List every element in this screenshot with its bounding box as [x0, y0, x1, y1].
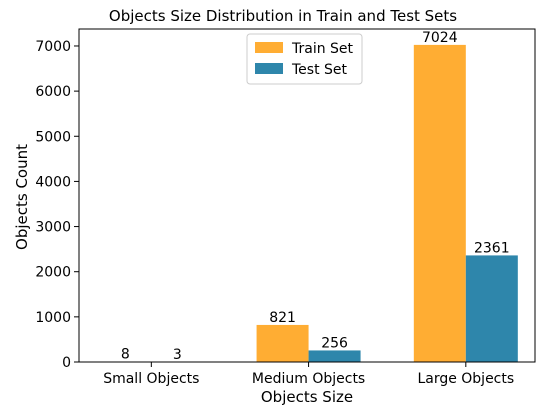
y-tick-label-0: 0 — [62, 355, 71, 371]
legend-label-0: Train Set — [291, 41, 354, 57]
x-axis-title: Objects Size — [261, 388, 353, 406]
data-label-1-2: 2361 — [474, 240, 510, 256]
data-label-1-1: 256 — [321, 335, 348, 351]
data-label-0-0: 8 — [121, 347, 130, 363]
y-tick-label-5: 5000 — [35, 129, 71, 145]
x-tick-label-1: Medium Objects — [252, 371, 365, 387]
y-tick-label-4: 4000 — [35, 174, 71, 190]
bar-test-set-2 — [466, 255, 518, 362]
bar-test-set-1 — [309, 350, 361, 362]
y-tick-label-7: 7000 — [35, 39, 71, 55]
bar-train-set-2 — [414, 45, 466, 362]
legend-swatch-0 — [255, 42, 283, 53]
x-tick-label-2: Large Objects — [417, 371, 514, 387]
chart-title: Objects Size Distribution in Train and T… — [109, 7, 457, 25]
data-label-1-0: 3 — [173, 347, 182, 363]
y-tick-label-2: 2000 — [35, 265, 71, 281]
legend: Train Set Test Set — [247, 34, 362, 84]
y-axis-title: Objects Count — [13, 144, 31, 250]
data-label-0-1: 821 — [269, 310, 296, 326]
legend-swatch-1 — [255, 63, 283, 74]
y-tick-label-3: 3000 — [35, 220, 71, 236]
bar-train-set-1 — [257, 325, 309, 362]
legend-label-1: Test Set — [291, 62, 348, 78]
x-tick-label-0: Small Objects — [103, 371, 199, 387]
data-label-0-2: 7024 — [422, 30, 458, 46]
y-tick-label-6: 6000 — [35, 84, 71, 100]
y-tick-label-1: 1000 — [35, 310, 71, 326]
